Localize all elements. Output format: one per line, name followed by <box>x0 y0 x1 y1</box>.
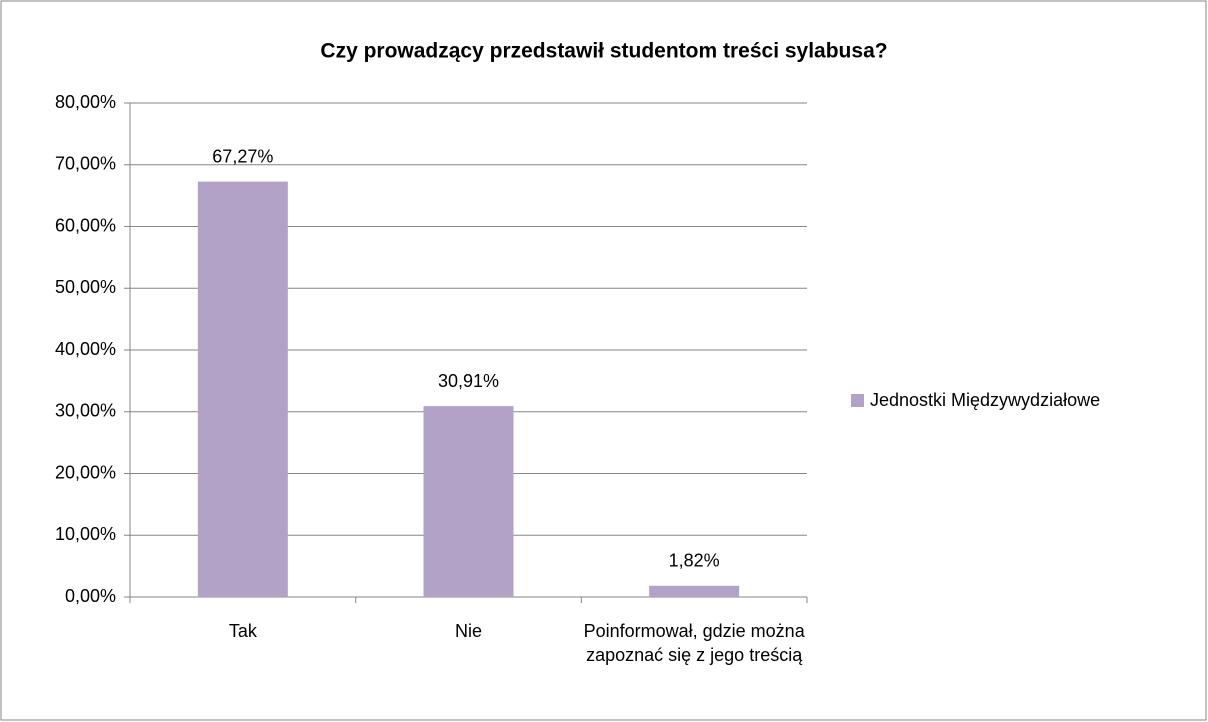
data-label: 1,82% <box>669 551 720 571</box>
bar <box>423 406 514 597</box>
y-tick-label: 10,00% <box>55 524 116 544</box>
x-tick-label: Poinformował, gdzie można zapoznać się z… <box>583 621 805 665</box>
y-tick-label: 50,00% <box>55 277 116 297</box>
bar <box>649 585 740 597</box>
legend-label: Jednostki Międzywydziałowe <box>870 390 1100 410</box>
y-tick-label: 60,00% <box>55 215 116 235</box>
x-tick-label: Nie <box>454 621 482 641</box>
legend-swatch <box>851 394 864 407</box>
y-tick-label: 0,00% <box>65 586 116 606</box>
y-tick-label: 80,00% <box>55 92 116 112</box>
bar <box>197 181 288 597</box>
y-tick-label: 30,00% <box>55 401 116 421</box>
y-tick-label: 40,00% <box>55 339 116 359</box>
y-tick-label: 70,00% <box>55 154 116 174</box>
chart-title: Czy prowadzący przedstawił studentom tre… <box>320 40 887 63</box>
data-label: 67,27% <box>212 146 273 166</box>
y-tick-label: 20,00% <box>55 462 116 482</box>
x-tick-label: Tak <box>228 621 257 641</box>
data-label: 30,91% <box>438 371 499 391</box>
